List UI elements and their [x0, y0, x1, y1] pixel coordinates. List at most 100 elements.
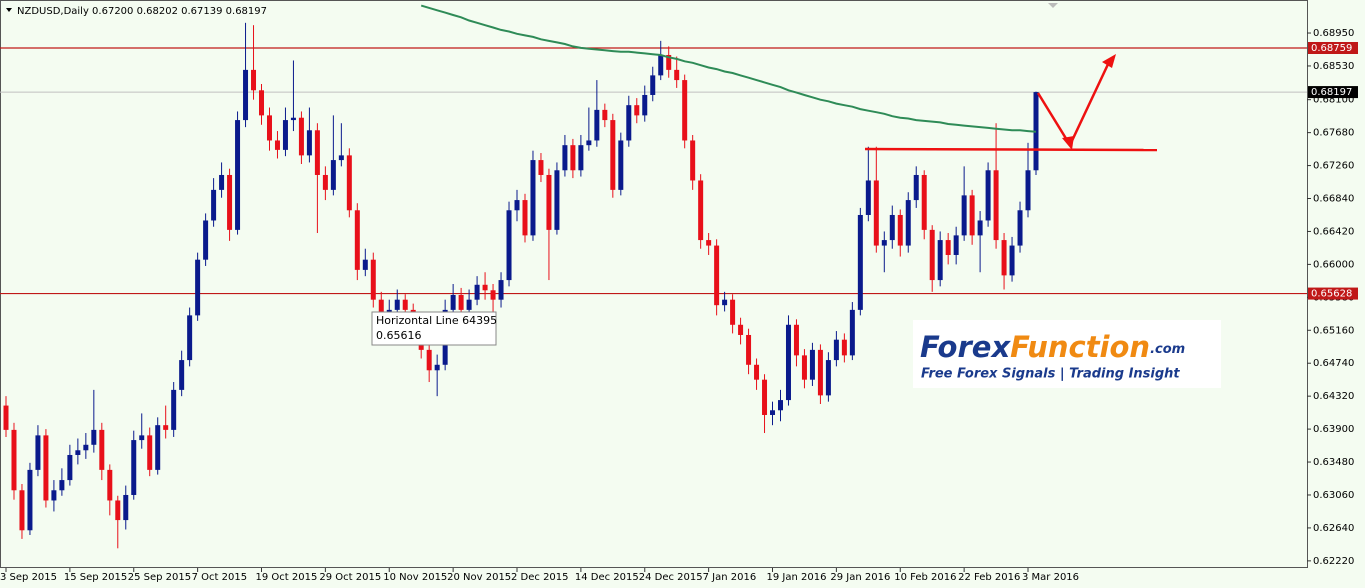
candle-body: [770, 410, 776, 415]
candle-body: [155, 425, 161, 470]
candle-body: [881, 240, 887, 246]
x-tick-label: 3 Mar 2016: [1022, 572, 1079, 583]
candle-body: [187, 315, 193, 361]
candle-body: [179, 360, 185, 390]
candle-body: [522, 200, 528, 236]
candle-body: [11, 429, 17, 491]
candle-body: [905, 200, 911, 246]
candle-body: [67, 454, 73, 481]
y-tick-label: 0.67680: [1313, 128, 1354, 139]
candle-body: [833, 339, 839, 361]
candle-body: [666, 54, 672, 70]
x-tick-label: 15 Sep 2015: [64, 572, 127, 583]
candle-body: [1001, 240, 1007, 276]
y-tick-label: 0.68950: [1313, 28, 1354, 39]
candle-body: [714, 245, 720, 306]
candle-body: [977, 220, 983, 236]
candle-body: [251, 69, 257, 91]
candle-body: [466, 299, 472, 310]
logo-forex: Forex: [920, 330, 1011, 364]
candle-body: [801, 355, 807, 380]
candle-body: [642, 94, 648, 116]
candle-body: [450, 294, 456, 310]
y-tick-label: 0.63900: [1313, 424, 1354, 435]
candle-body: [690, 140, 696, 181]
x-tick-label: 3 Sep 2015: [0, 572, 57, 583]
candle-body: [290, 117, 296, 121]
candle-body: [634, 105, 640, 116]
candle-body: [626, 105, 632, 141]
price-label-box: [1308, 42, 1358, 54]
y-tick-label: 0.66840: [1313, 194, 1354, 205]
chart-header: NZDUSD,Daily 0.67200 0.68202 0.67139 0.6…: [17, 6, 267, 17]
candle-body: [578, 145, 584, 171]
candle-body: [682, 80, 688, 141]
y-tick-label: 0.64320: [1313, 391, 1354, 402]
candle-body: [506, 210, 512, 281]
candle-body: [115, 500, 121, 521]
candle-body: [825, 360, 831, 396]
candle-body: [817, 349, 823, 396]
x-tick-label: 29 Oct 2015: [319, 572, 381, 583]
candle-body: [474, 284, 480, 300]
candle-body: [75, 450, 81, 455]
y-tick-label: 0.63060: [1313, 490, 1354, 501]
tooltip-value: 0.65616: [376, 329, 422, 342]
menu-triangle: [6, 8, 12, 12]
candle-body: [362, 259, 368, 270]
tooltip: Horizontal Line 64395 0.65616: [371, 311, 497, 346]
candle-body: [754, 364, 760, 380]
candle-body: [131, 440, 137, 495]
candle-body: [777, 400, 783, 411]
y-tick-label: 0.67260: [1313, 161, 1354, 172]
x-tick-label: 10 Feb 2016: [894, 572, 956, 583]
candle-body: [953, 235, 959, 255]
logo-function: Function: [1010, 330, 1150, 364]
candle-body: [762, 379, 768, 415]
candle-body: [602, 109, 608, 121]
candle-body: [394, 299, 400, 310]
logo-box: [913, 320, 1221, 388]
candle-body: [43, 435, 49, 501]
candle-body: [746, 334, 752, 365]
candle-body: [610, 120, 616, 190]
candle-body: [849, 309, 855, 356]
candle-body: [235, 120, 241, 230]
candle-body: [338, 155, 344, 161]
candle-body: [650, 75, 656, 95]
x-tick-label: 24 Dec 2015: [639, 572, 703, 583]
shift-marker: [1048, 3, 1058, 8]
arrow-head: [1062, 136, 1074, 150]
candle-body: [298, 117, 304, 156]
candle-body: [514, 200, 520, 211]
candle-body: [921, 174, 927, 230]
price-label-box: [1308, 287, 1358, 300]
x-tick-label: 7 Oct 2015: [192, 572, 247, 583]
candle-body: [211, 189, 217, 221]
candle-body: [227, 174, 233, 230]
x-tick-label: 7 Jan 2016: [703, 572, 757, 583]
candle-body: [147, 435, 153, 470]
candle-body: [99, 429, 105, 470]
candle-body: [458, 294, 464, 310]
candle-body: [482, 284, 488, 291]
candle-body: [107, 469, 113, 501]
candle-body: [570, 145, 576, 171]
candle-body: [937, 240, 943, 281]
candle-body: [322, 174, 328, 190]
candle-body: [793, 324, 799, 356]
candle-body: [27, 469, 33, 531]
x-tick-label: 14 Dec 2015: [575, 572, 639, 583]
candle-body: [59, 480, 65, 491]
candle-body: [3, 405, 9, 430]
candle-body: [1009, 245, 1015, 276]
x-tick-label: 19 Oct 2015: [256, 572, 318, 583]
candle-body: [203, 220, 209, 260]
y-tick-label: 0.68100: [1313, 95, 1354, 106]
y-tick-label: 0.68530: [1313, 61, 1354, 72]
candle-body: [698, 180, 704, 241]
candle-body: [171, 389, 177, 430]
candle-body: [538, 160, 544, 175]
candle-body: [306, 130, 312, 156]
x-tick-label: 25 Sep 2015: [128, 572, 191, 583]
